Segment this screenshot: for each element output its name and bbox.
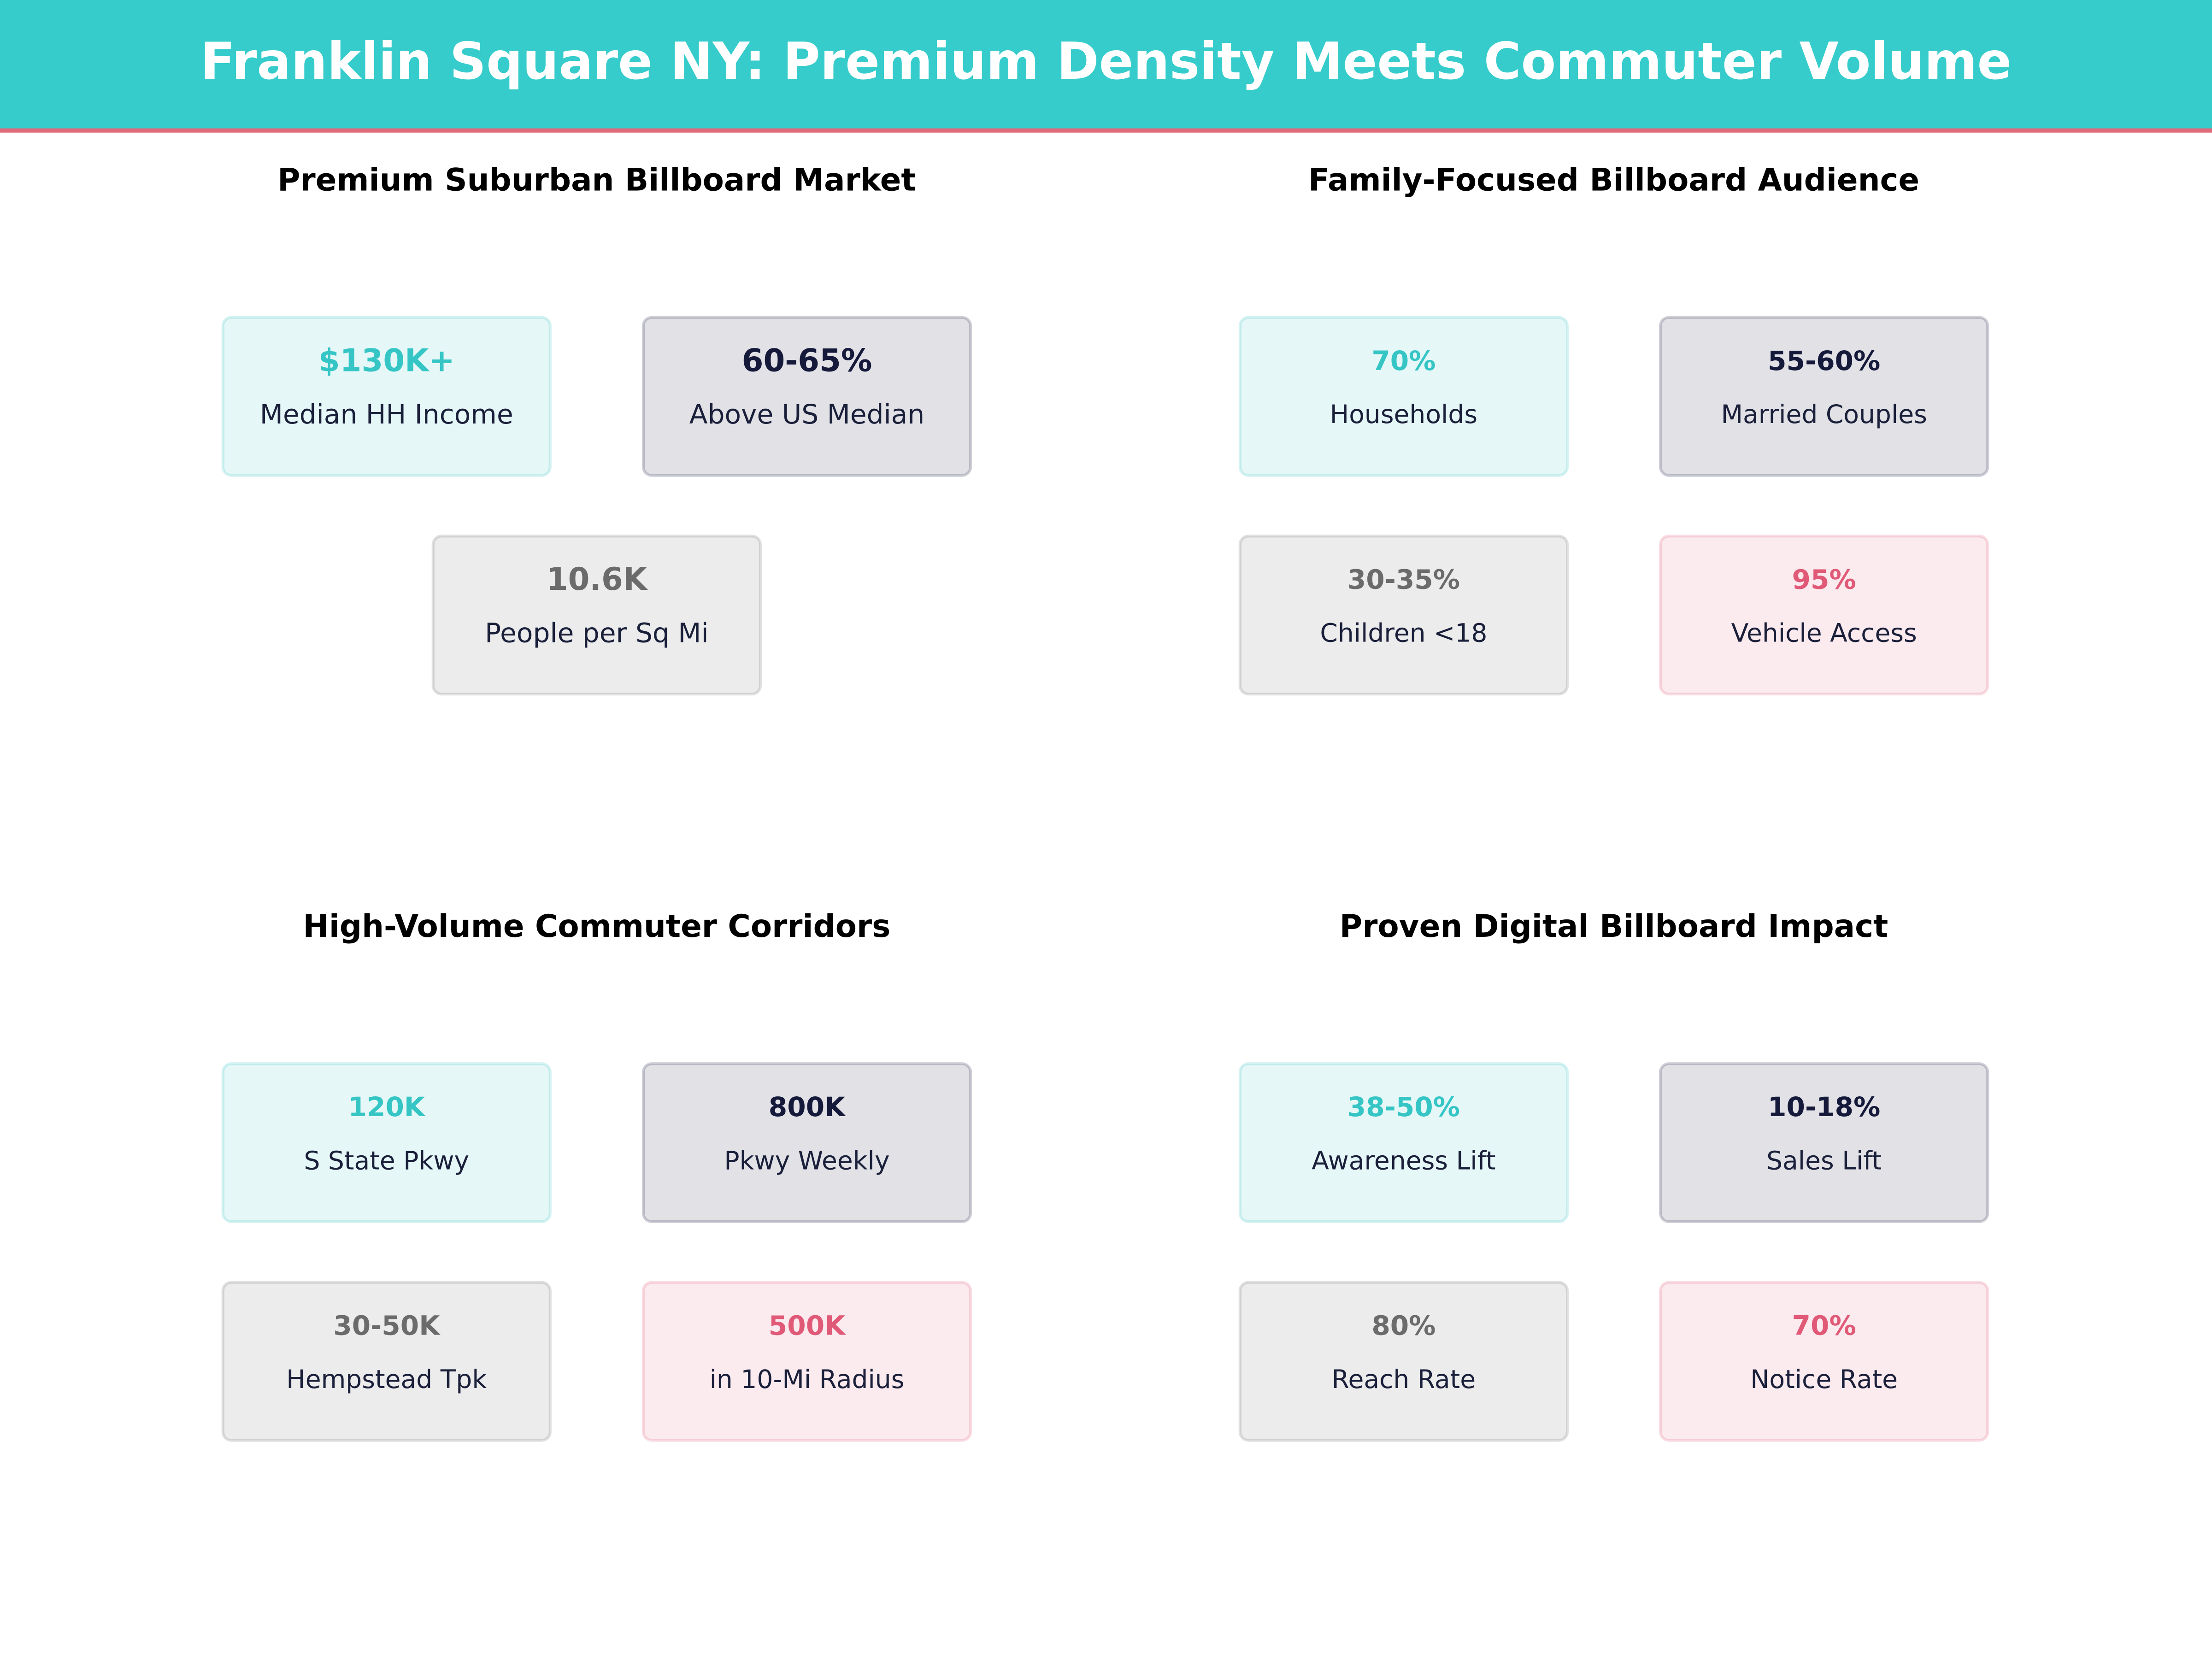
stat-label: Vehicle Access bbox=[1731, 618, 1917, 648]
stat-label: Hempstead Tpk bbox=[286, 1365, 487, 1394]
stat-card bbox=[221, 1062, 552, 1224]
stat-label: Married Couples bbox=[1721, 400, 1927, 429]
stat-value: $130K+ bbox=[318, 342, 455, 378]
stat-value: 120K bbox=[348, 1091, 426, 1123]
stat-value: 30-35% bbox=[1347, 564, 1460, 595]
header-bar bbox=[0, 0, 2212, 130]
stat-value: 10.6K bbox=[547, 561, 648, 597]
stat-card bbox=[641, 1062, 972, 1224]
stat-label: Pkwy Weekly bbox=[724, 1146, 889, 1176]
panel-title: Family-Focused Billboard Audience bbox=[1308, 161, 1919, 198]
stat-card bbox=[221, 316, 552, 477]
stat-card bbox=[641, 1281, 972, 1442]
stat-card bbox=[1238, 1062, 1569, 1224]
page-title: Franklin Square NY: Premium Density Meet… bbox=[200, 32, 2012, 91]
stat-value: 30-50K bbox=[333, 1310, 441, 1341]
stat-card bbox=[1238, 1281, 1569, 1442]
stat-value: 70% bbox=[1792, 1310, 1856, 1341]
stat-value: 60-65% bbox=[742, 342, 872, 378]
stat-value: 95% bbox=[1792, 564, 1856, 595]
stat-value: 500K bbox=[769, 1310, 846, 1341]
stat-card bbox=[1659, 535, 1989, 696]
stat-value: 38-50% bbox=[1347, 1091, 1460, 1123]
stat-card bbox=[1238, 535, 1569, 696]
stat-value: 70% bbox=[1371, 345, 1435, 377]
stat-label: Reach Rate bbox=[1332, 1365, 1476, 1394]
stat-card bbox=[221, 1281, 552, 1442]
stat-label: Median HH Income bbox=[260, 399, 513, 430]
stat-card bbox=[1659, 1062, 1989, 1224]
stat-value: 55-60% bbox=[1768, 345, 1880, 377]
stat-label: People per Sq Mi bbox=[485, 618, 708, 649]
stat-value: 800K bbox=[769, 1091, 846, 1123]
stat-label: Awareness Lift bbox=[1312, 1146, 1495, 1176]
panel-title: Proven Digital Billboard Impact bbox=[1340, 908, 1888, 944]
stat-card bbox=[1659, 316, 1989, 477]
stat-value: 80% bbox=[1371, 1310, 1435, 1341]
stat-label: S State Pkwy bbox=[304, 1146, 469, 1176]
stat-label: Children <18 bbox=[1320, 618, 1487, 648]
stat-value: 10-18% bbox=[1768, 1091, 1880, 1123]
header-rule bbox=[0, 128, 2212, 133]
stat-label: Households bbox=[1330, 400, 1477, 429]
stat-label: Notice Rate bbox=[1750, 1365, 1898, 1394]
stat-label: Sales Lift bbox=[1766, 1146, 1882, 1176]
stat-label: in 10-Mi Radius bbox=[710, 1365, 905, 1394]
stat-card bbox=[431, 535, 762, 696]
stat-card bbox=[1238, 316, 1569, 477]
stat-card bbox=[1659, 1281, 1989, 1442]
stat-label: Above US Median bbox=[689, 399, 924, 430]
panel-title: High-Volume Commuter Corridors bbox=[303, 908, 890, 944]
panel-title: Premium Suburban Billboard Market bbox=[277, 161, 916, 198]
stat-card bbox=[641, 316, 972, 477]
